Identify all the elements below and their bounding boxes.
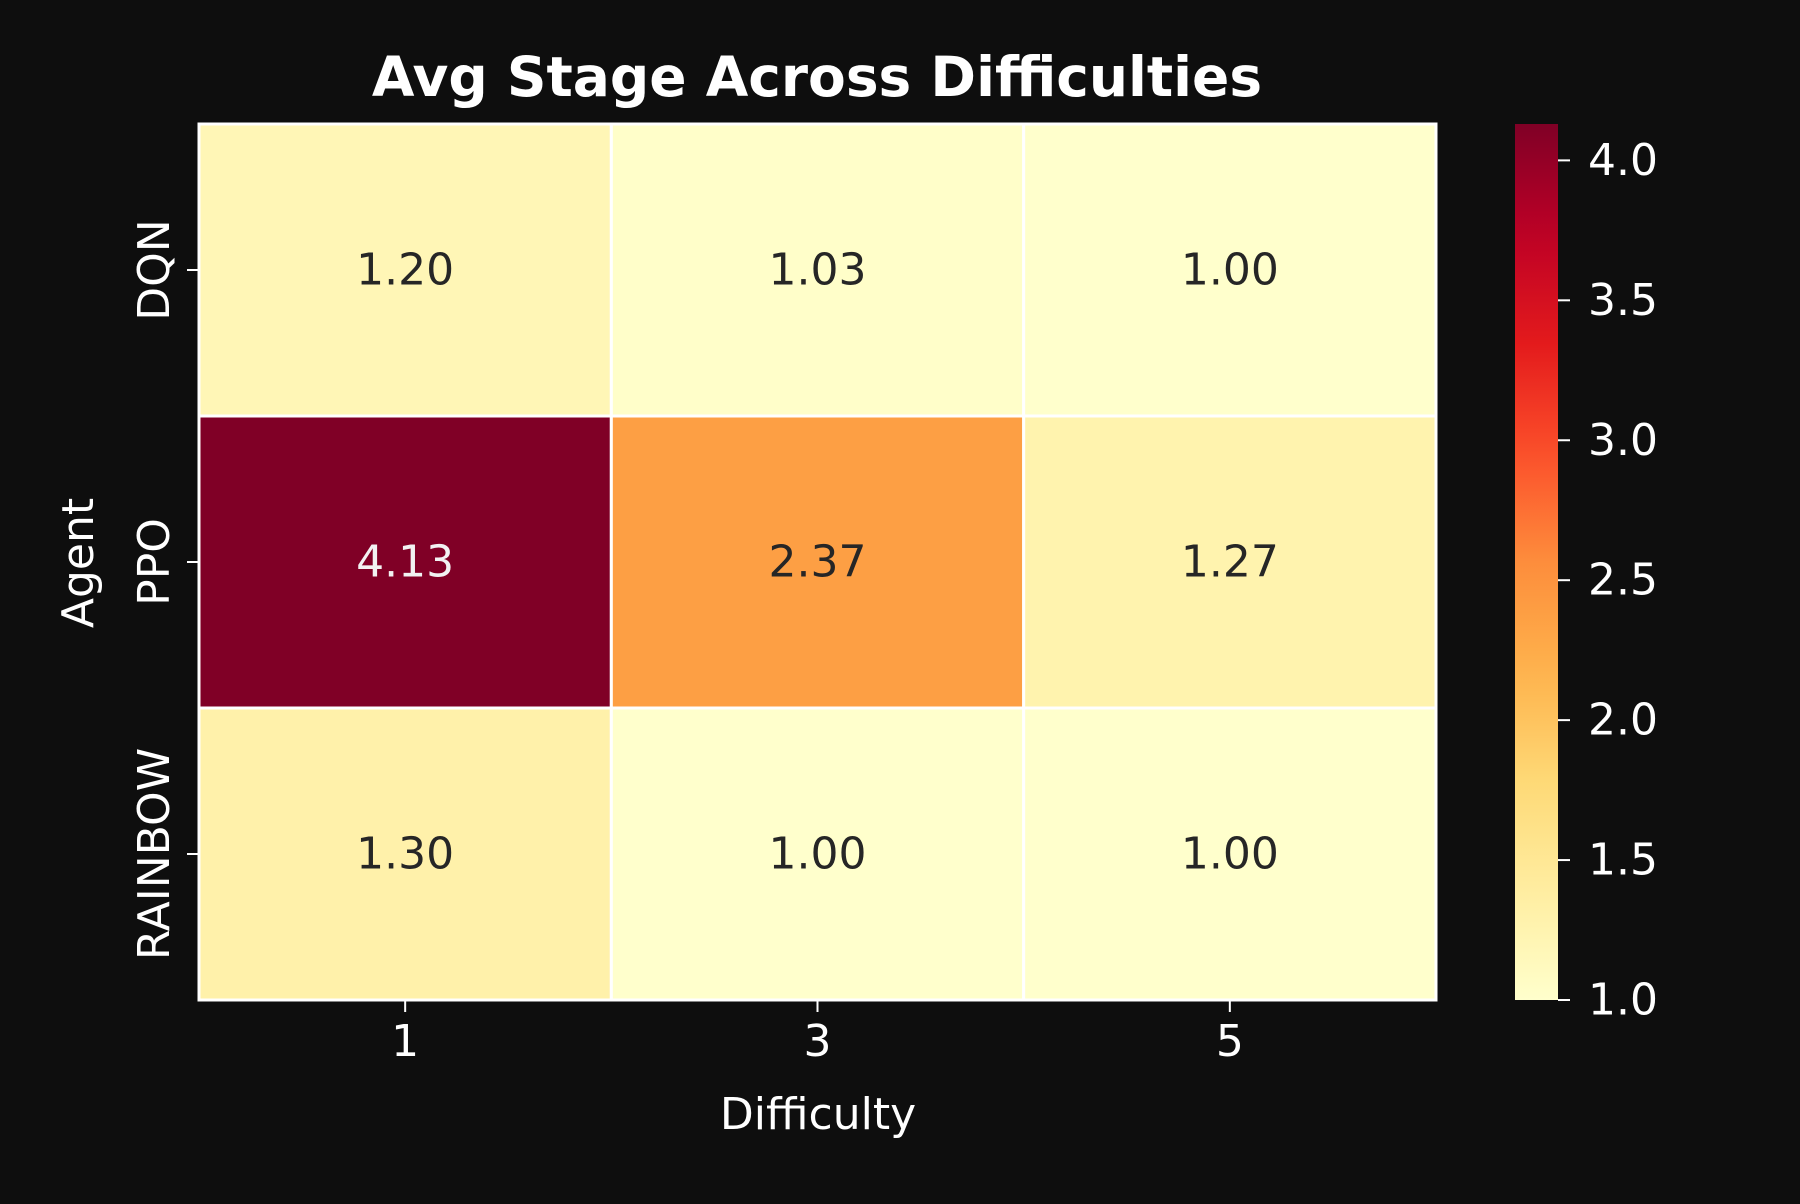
y-axis: DQN PPO RAINBOW	[129, 219, 199, 960]
y-axis-label: Agent	[53, 498, 104, 628]
colorbar-gradient	[1515, 124, 1558, 1000]
y-tick-label: RAINBOW	[129, 748, 180, 960]
heatmap-cell-ppo-1	[197, 414, 613, 710]
x-axis-label: Difficulty	[720, 1089, 916, 1140]
cell-value-label: 1.27	[1181, 537, 1279, 588]
colorbar-tick-label: 1.0	[1588, 975, 1658, 1026]
y-tick-label: DQN	[129, 219, 180, 320]
cell-value-label: 1.30	[356, 829, 454, 880]
colorbar: 1.0 1.5 2.0 2.5 3.0 3.5 4.0	[1515, 124, 1658, 1026]
x-tick-label: 3	[804, 1016, 832, 1067]
colorbar-tick-label: 3.5	[1588, 275, 1658, 326]
chart-title: Avg Stage Across Difficulties	[372, 45, 1262, 109]
cell-value-label: 2.37	[769, 537, 867, 588]
colorbar-ticks: 1.0 1.5 2.0 2.5 3.0 3.5 4.0	[1558, 135, 1658, 1026]
cell-value-label: 1.20	[356, 245, 454, 296]
heatmap-cell-dqn-3	[609, 122, 1026, 418]
colorbar-tick-label: 2.0	[1588, 695, 1658, 746]
cell-value-label: 1.00	[769, 829, 867, 880]
colorbar-tick-label: 1.5	[1588, 835, 1658, 886]
cell-annotations: 1.20 1.03 1.00 4.13 2.37 1.27 1.30 1.00 1.00	[356, 245, 1279, 880]
colorbar-tick-label: 4.0	[1588, 135, 1658, 186]
heatmap-cell-dqn-5	[1022, 122, 1438, 418]
colorbar-tick-label: 3.0	[1588, 415, 1658, 466]
y-tick-label: PPO	[129, 518, 180, 606]
heatmap-cells	[197, 122, 1438, 1002]
x-axis: 1 3 5	[391, 1000, 1244, 1067]
heatmap-cell-rainbow-5	[1022, 706, 1438, 1002]
colorbar-tick-label: 2.5	[1588, 555, 1658, 606]
cell-value-label: 1.03	[769, 245, 867, 296]
x-tick-label: 5	[1216, 1016, 1244, 1067]
cell-value-label: 1.00	[1181, 245, 1279, 296]
x-tick-label: 1	[391, 1016, 419, 1067]
heatmap-cell-rainbow-3	[609, 706, 1026, 1002]
heatmap-cell-dqn-1	[197, 122, 613, 418]
cell-value-label: 1.00	[1181, 829, 1279, 880]
cell-value-label: 4.13	[356, 537, 454, 588]
heatmap-cell-rainbow-1	[197, 706, 613, 1002]
